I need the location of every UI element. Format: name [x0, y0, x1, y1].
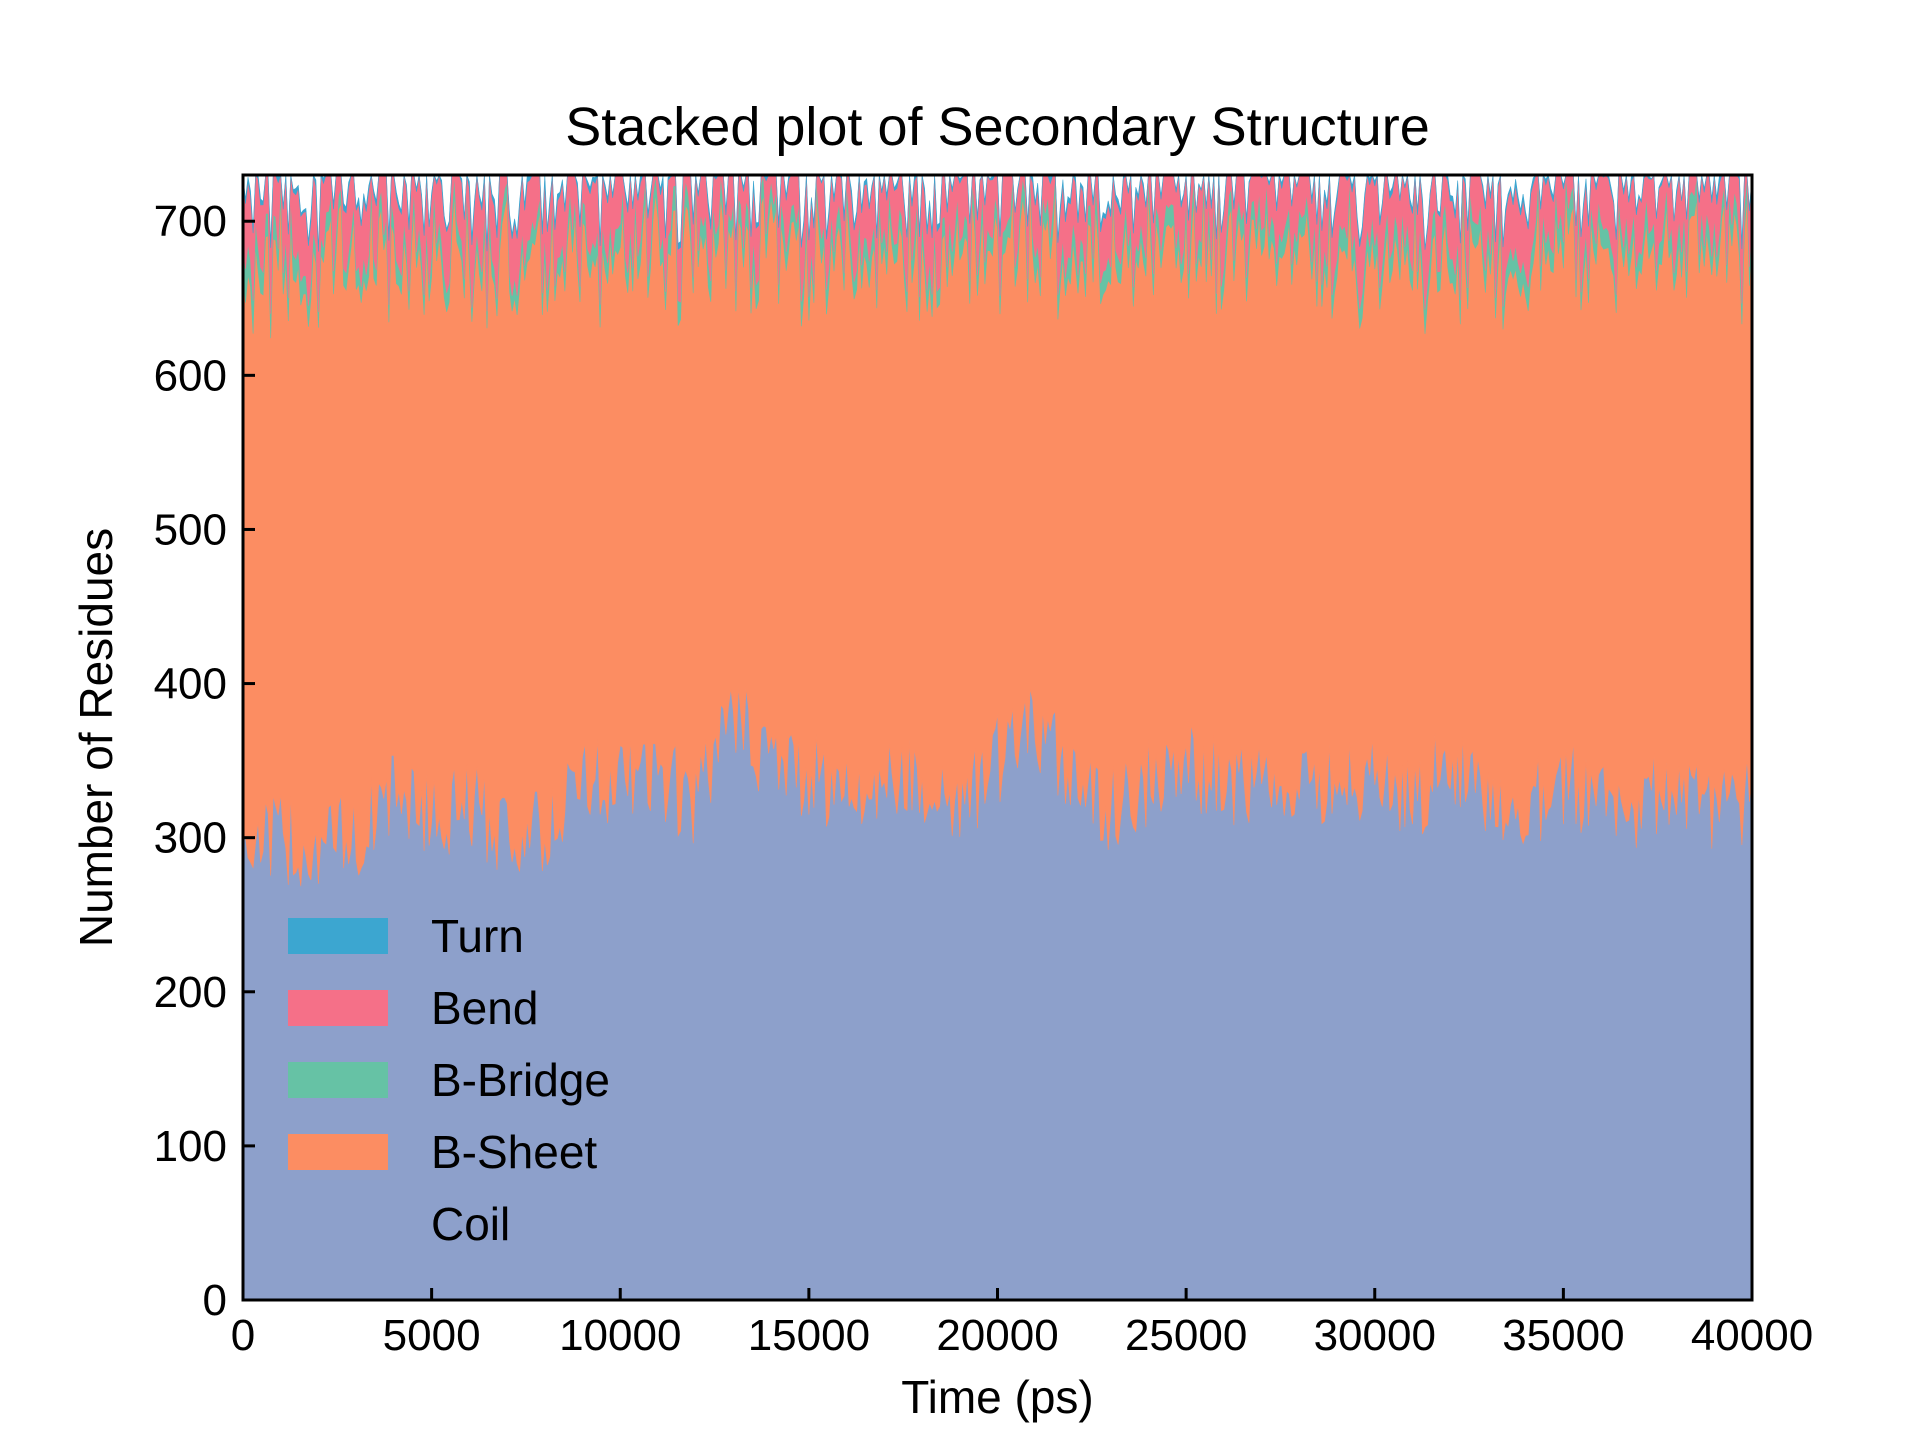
legend-swatch-b-sheet: [288, 1134, 388, 1170]
x-tick-label: 5000: [383, 1311, 481, 1360]
x-tick-label: 10000: [559, 1311, 681, 1360]
x-tick-label: 0: [231, 1311, 255, 1360]
legend-label-b-bridge: B-Bridge: [431, 1054, 610, 1106]
y-tick-label: 500: [154, 505, 227, 554]
x-tick-label: 35000: [1502, 1311, 1624, 1360]
legend-swatch-bend: [288, 990, 388, 1026]
y-tick-label: 100: [154, 1122, 227, 1171]
legend-label-coil: Coil: [431, 1198, 510, 1250]
legend-swatch-b-bridge: [288, 1062, 388, 1098]
x-axis-label: Time (ps): [901, 1371, 1094, 1423]
chart-title: Stacked plot of Secondary Structure: [565, 97, 1429, 157]
y-tick-label: 400: [154, 660, 227, 709]
legend-label-bend: Bend: [431, 982, 538, 1034]
x-tick-label: 25000: [1125, 1311, 1247, 1360]
y-axis-label: Number of Residues: [70, 528, 122, 947]
legend-label-b-sheet: B-Sheet: [431, 1126, 597, 1178]
legend-swatch-coil: [288, 1206, 388, 1242]
y-tick-label: 600: [154, 351, 227, 400]
y-tick-label: 200: [154, 968, 227, 1017]
x-tick-label: 30000: [1314, 1311, 1436, 1360]
x-tick-label: 15000: [748, 1311, 870, 1360]
legend-label-turn: Turn: [431, 910, 524, 962]
legend: Turn Bend B-Bridge B-Sheet Coil: [288, 910, 610, 1250]
y-tick-label: 0: [203, 1276, 227, 1325]
x-tick-label: 40000: [1691, 1311, 1813, 1360]
plot-frame: [241, 173, 1754, 1302]
plot-areas: [242, 173, 1753, 1301]
y-tick-label: 700: [154, 197, 227, 246]
y-tick-label: 300: [154, 814, 227, 863]
x-tick-label: 20000: [936, 1311, 1058, 1360]
legend-swatch-turn: [288, 918, 388, 954]
axis-ticks: 0 5000 10000 15000 20000 25000 30000 35000 40000…: [154, 197, 1814, 1360]
